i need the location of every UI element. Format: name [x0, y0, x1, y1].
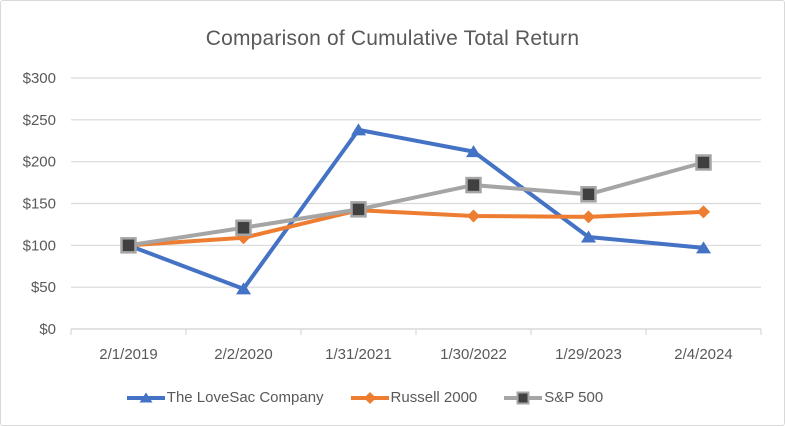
y-tick-label: $0 [39, 321, 56, 338]
legend-marker-swatch [350, 391, 389, 404]
legend-diamond [363, 391, 376, 404]
legend-marker-diamond-icon [350, 391, 389, 405]
data-point-marker-triangle [696, 241, 711, 254]
x-tick-label: 1/31/2021 [325, 346, 392, 363]
data-point-marker-diamond [582, 210, 595, 224]
y-tick-label: $150 [23, 196, 56, 213]
data-point-marker-square [695, 154, 712, 171]
data-point-marker-square [465, 176, 482, 194]
series-russell-2000 [122, 203, 710, 252]
x-tick-label: 1/30/2022 [440, 346, 507, 363]
legend-marker-triangle-icon [126, 391, 165, 405]
data-point-marker-square [350, 201, 367, 218]
series-s-p-500 [120, 154, 712, 254]
data-point-marker-diamond [467, 209, 480, 223]
legend-label-russell-2000: Russell 2000 [390, 389, 478, 406]
series-line [126, 127, 706, 291]
data-point-marker-triangle [581, 230, 596, 243]
legend-label-sp500: S&P 500 [544, 389, 604, 406]
legend-item-russell-2000: Russell 2000 [350, 389, 478, 406]
legend-item-lovesac: The LoveSac Company [126, 389, 324, 406]
legend-label-lovesac: The LoveSac Company [166, 389, 324, 406]
data-point-marker-square [120, 237, 137, 254]
legend-item-sp500: S&P 500 [504, 389, 603, 406]
data-point-marker-triangle [466, 145, 481, 158]
data-point-marker-diamond [697, 205, 710, 219]
data-point-marker-square [580, 186, 597, 203]
x-tick-label: 2/2/2020 [214, 346, 272, 363]
y-tick-label: $300 [23, 70, 56, 87]
data-point-marker-square [235, 219, 252, 237]
legend: The LoveSac Company Russell 2000 S&P 500 [1, 389, 729, 406]
series-the-lovesac-company [121, 123, 711, 295]
series-line [126, 160, 706, 248]
legend-marker-swatch [126, 392, 165, 402]
y-tick-label: $200 [23, 154, 56, 171]
data-point-marker-triangle [236, 282, 251, 295]
y-tick-label: $250 [23, 112, 56, 129]
legend-square [516, 391, 530, 404]
x-tick-label: 1/29/2023 [555, 346, 622, 363]
chart-title: Comparison of Cumulative Total Return [205, 27, 580, 50]
data-point-marker-triangle [351, 123, 366, 136]
y-tick-label: $100 [23, 237, 56, 254]
x-tick-label: 2/1/2019 [99, 346, 157, 363]
x-tick-label: 2/4/2024 [674, 346, 732, 363]
legend-marker-square-icon [504, 391, 543, 405]
legend-marker-swatch [504, 391, 543, 404]
series-line [126, 208, 706, 248]
y-tick-label: $50 [31, 279, 56, 296]
legend-triangle [139, 392, 153, 402]
